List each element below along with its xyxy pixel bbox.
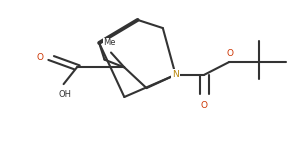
Text: Me: Me xyxy=(103,38,116,47)
Text: OH: OH xyxy=(59,90,71,99)
Text: O: O xyxy=(201,101,208,110)
Text: O: O xyxy=(227,49,234,58)
Text: O: O xyxy=(37,53,44,62)
Text: N: N xyxy=(172,70,179,79)
